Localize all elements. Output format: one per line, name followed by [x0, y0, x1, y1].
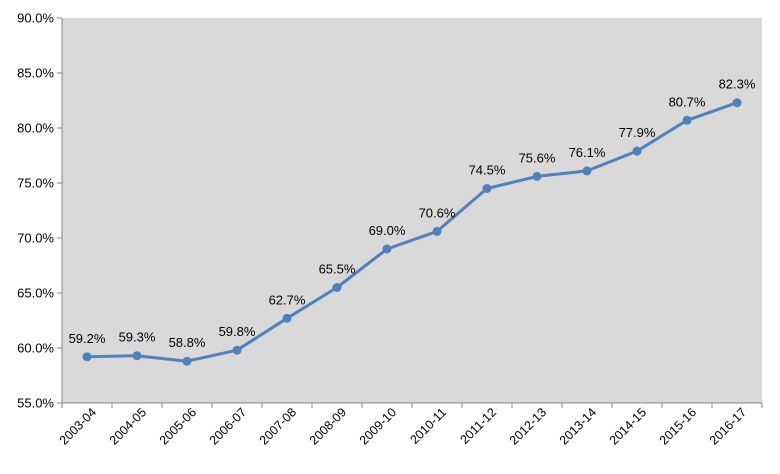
- data-label: 70.6%: [419, 205, 456, 220]
- data-point: [432, 226, 442, 236]
- data-point: [82, 352, 92, 362]
- data-label: 59.2%: [69, 331, 106, 346]
- y-axis-ticks: 55.0% 60.0% 65.0% 70.0% 75.0% 80.0% 85.0% 90.0%: [17, 11, 62, 411]
- data-point: [632, 146, 642, 156]
- x-tick-label: 2010-11: [407, 405, 449, 447]
- data-label: 62.7%: [269, 292, 306, 307]
- x-tick-label: 2012-13: [507, 405, 549, 447]
- x-tick-label: 2013-14: [557, 405, 599, 447]
- y-tick-label: 75.0%: [17, 176, 54, 191]
- plot-area: [62, 18, 762, 403]
- y-tick-label: 80.0%: [17, 121, 54, 136]
- data-label: 82.3%: [719, 77, 756, 92]
- data-label: 65.5%: [319, 262, 356, 277]
- data-label: 76.1%: [569, 145, 606, 160]
- x-tick-label: 2003-04: [57, 405, 99, 447]
- data-label: 59.3%: [119, 330, 156, 345]
- x-tick-label: 2007-08: [257, 405, 299, 447]
- y-tick-label: 60.0%: [17, 341, 54, 356]
- series-group: [82, 98, 742, 366]
- y-tick-label: 85.0%: [17, 66, 54, 81]
- data-point: [482, 184, 492, 193]
- data-point: [182, 356, 192, 366]
- series-line: [85, 101, 739, 363]
- data-point: [382, 244, 392, 254]
- x-tick-label: 2004-05: [107, 405, 149, 447]
- x-tick-label: 2009-10: [357, 405, 399, 447]
- x-tick-label: 2016-17: [707, 405, 749, 447]
- data-point: [682, 115, 692, 125]
- x-tick-label: 2006-07: [207, 405, 249, 447]
- data-label: 80.7%: [669, 94, 706, 109]
- data-point: [232, 345, 242, 355]
- data-point: [132, 351, 142, 361]
- y-tick-label: 70.0%: [17, 231, 54, 246]
- data-label: 74.5%: [469, 163, 506, 178]
- x-tick-label: 2008-09: [307, 405, 349, 447]
- data-point: [282, 313, 292, 323]
- x-axis-ticks: 2003-04 2004-05 2005-06 2006-07 2007-08 2008-…: [57, 403, 763, 448]
- y-tick-label: 55.0%: [17, 396, 54, 411]
- data-label: 59.8%: [219, 324, 256, 339]
- x-tick-label: 2014-15: [607, 405, 649, 447]
- x-tick-label: 2015-16: [657, 405, 699, 447]
- data-labels-group: 59.2% 59.3% 58.8% 59.8% 62.7% 65.5% 69.0% 70.6%…: [69, 77, 756, 351]
- data-point: [732, 98, 742, 108]
- data-point: [532, 171, 542, 181]
- x-tick-label: 2011-12: [457, 405, 499, 447]
- y-tick-label: 90.0%: [17, 11, 54, 26]
- data-label: 58.8%: [169, 335, 206, 350]
- data-label: 75.6%: [519, 150, 556, 165]
- data-point: [332, 283, 342, 292]
- data-label: 77.9%: [619, 125, 656, 140]
- y-tick-label: 65.0%: [17, 286, 54, 301]
- data-point: [582, 166, 592, 176]
- x-tick-label: 2005-06: [157, 405, 199, 447]
- data-label: 69.0%: [369, 223, 406, 238]
